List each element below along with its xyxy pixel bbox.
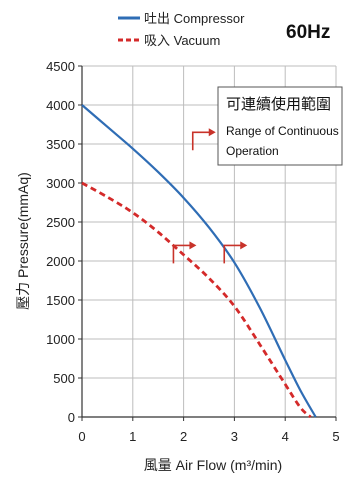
frequency-label: 60Hz [286, 22, 330, 43]
y-tick-label: 3000 [46, 176, 75, 191]
annotation-box [217, 86, 343, 166]
y-tick-label: 3500 [46, 137, 75, 152]
range-marker [191, 128, 216, 151]
range-marker-arrowhead [189, 241, 197, 250]
range-marker-line [172, 244, 192, 264]
range-marker [223, 241, 248, 264]
x-tick-label: 0 [78, 429, 85, 444]
x-tick-label: 1 [129, 429, 136, 444]
x-tick-label: 2 [180, 429, 187, 444]
y-tick-label: 4500 [46, 59, 75, 74]
range-marker-line [191, 131, 211, 151]
x-tick-label: 3 [231, 429, 238, 444]
legend-vacuum-label: 吸入 Vacuum [144, 33, 220, 48]
y-tick-label: 4000 [46, 98, 75, 113]
y-axis-title: 壓力 Pressure(mmAq) [15, 172, 31, 310]
tick-labels: 0 500 1000 1500 2000 2500 3000 3500 4000 4500 0 1 2 3… [46, 59, 340, 444]
range-marker-arrowhead [208, 128, 216, 137]
x-tick-label: 5 [332, 429, 339, 444]
legend-compressor-label: 吐出 Compressor [144, 11, 245, 26]
range-marker-arrowhead [240, 241, 248, 250]
range-markers [172, 128, 248, 264]
y-tick-label: 0 [68, 410, 75, 425]
annotation-line-3: Operation [226, 144, 279, 158]
range-marker-line [223, 244, 243, 264]
legend: 吐出 Compressor 吸入 Vacuum [118, 11, 245, 48]
x-axis-title: 風量 Air Flow (m³/min) [144, 457, 282, 473]
annotation-line-2: Range of Continuous [226, 124, 339, 138]
vacuum-curve [81, 181, 312, 419]
compressor-curve [81, 104, 317, 418]
continuous-operation-annotation: 可連續使用範圍 Range of Continuous Operation [217, 86, 343, 166]
y-tick-label: 2000 [46, 254, 75, 269]
y-tick-label: 1000 [46, 332, 75, 347]
annotation-line-1: 可連續使用範圍 [226, 95, 331, 113]
x-tick-label: 4 [282, 429, 289, 444]
y-tick-label: 500 [53, 371, 75, 386]
series-lines [81, 104, 317, 419]
y-tick-label: 2500 [46, 215, 75, 230]
y-tick-label: 1500 [46, 293, 75, 308]
range-marker [172, 241, 197, 264]
axes [78, 65, 337, 421]
